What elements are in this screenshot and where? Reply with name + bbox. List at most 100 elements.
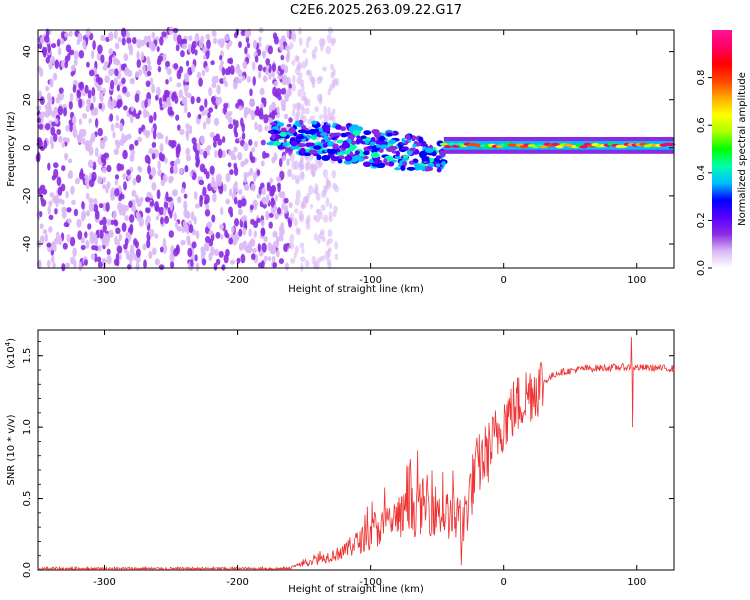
noise-blob: [88, 179, 95, 188]
noise-blob: [298, 210, 304, 221]
noise-blob: [228, 188, 233, 197]
noise-blob: [252, 76, 256, 86]
noise-blob: [236, 257, 241, 264]
noise-blob: [268, 212, 274, 218]
noise-blob: [284, 204, 289, 214]
noise-blob: [203, 168, 208, 175]
noise-blob: [298, 37, 303, 47]
noise-blob: [224, 34, 230, 42]
noise-blob: [123, 181, 127, 191]
noise-blob: [267, 256, 272, 262]
signal-blob: [308, 149, 318, 155]
noise-blob: [326, 258, 332, 266]
noise-blob: [174, 221, 179, 229]
noise-blob: [210, 181, 216, 188]
noise-blob: [169, 166, 175, 174]
noise-blob: [78, 82, 83, 90]
spectrogram-y-tick-label: 40: [22, 45, 33, 58]
noise-blob: [187, 247, 193, 258]
signal-blob: [351, 124, 360, 130]
noise-blob: [53, 162, 59, 169]
noise-blob: [290, 30, 296, 40]
noise-blob: [313, 232, 318, 241]
noise-blob: [191, 63, 196, 73]
noise-blob: [286, 30, 290, 38]
noise-blob: [212, 135, 219, 142]
signal-blob: [436, 167, 442, 173]
spectrogram-y-tick-label: 0: [22, 145, 33, 151]
noise-blob: [151, 141, 157, 149]
signal-blob: [279, 131, 287, 137]
noise-blob: [210, 96, 216, 104]
noise-blob: [115, 122, 120, 129]
noise-blob: [190, 259, 194, 268]
noise-blob: [244, 245, 248, 252]
colorbar-tick-label: 0.6: [696, 117, 707, 133]
signal-blob: [355, 138, 361, 145]
noise-blob: [249, 98, 255, 108]
carrier-mark: [443, 144, 452, 149]
noise-blob: [314, 183, 319, 191]
noise-blob: [39, 96, 45, 106]
noise-blob: [284, 262, 289, 271]
noise-blob: [261, 97, 265, 104]
noise-blob: [151, 152, 156, 160]
signal-blob: [352, 130, 361, 136]
snr-x-tick-label: 0: [501, 577, 507, 588]
noise-blob: [100, 154, 107, 164]
noise-blob: [89, 102, 94, 112]
noise-blob: [105, 233, 109, 243]
noise-blob: [234, 218, 240, 227]
noise-blob: [90, 50, 95, 60]
noise-blob: [37, 259, 42, 270]
noise-blob: [319, 93, 323, 102]
signal-blob: [336, 152, 344, 156]
noise-blob: [113, 148, 119, 156]
noise-blob: [185, 123, 190, 130]
signal-blob: [354, 150, 360, 155]
noise-blob: [124, 237, 129, 246]
noise-blob: [87, 97, 91, 108]
noise-blob: [106, 164, 112, 173]
noise-blob: [204, 209, 211, 217]
noise-blob: [96, 256, 102, 263]
noise-blob: [119, 122, 123, 132]
noise-blob: [85, 240, 90, 249]
noise-blob: [281, 203, 285, 211]
noise-blob: [156, 46, 160, 52]
noise-blob: [332, 68, 336, 76]
noise-blob: [304, 107, 310, 115]
noise-blob: [123, 135, 129, 142]
noise-blob: [77, 32, 83, 43]
noise-blob: [220, 234, 224, 240]
noise-blob: [320, 255, 325, 262]
noise-blob: [260, 260, 265, 269]
noise-blob: [289, 212, 295, 222]
noise-blob: [100, 34, 106, 42]
noise-blob: [297, 89, 303, 98]
noise-blob: [142, 243, 147, 251]
noise-blob: [271, 156, 276, 164]
noise-blob: [249, 204, 254, 211]
noise-blob: [154, 200, 160, 211]
noise-blob: [268, 73, 272, 80]
noise-blob: [44, 109, 50, 118]
noise-blob: [195, 157, 201, 166]
noise-blob: [147, 59, 151, 67]
snr-y-ticks: 0.0 0.5 1.0 1.5: [22, 341, 674, 578]
noise-blob: [157, 65, 162, 73]
noise-blob: [232, 80, 238, 90]
noise-blob: [260, 160, 265, 167]
noise-blob: [228, 237, 233, 245]
noise-blob: [329, 202, 333, 209]
noise-blob: [165, 79, 169, 85]
noise-blob: [159, 36, 164, 46]
noise-blob: [121, 133, 125, 143]
noise-blob: [103, 60, 109, 67]
noise-blob: [196, 142, 201, 151]
noise-blob: [248, 228, 252, 237]
noise-blob: [262, 196, 267, 205]
noise-blob: [264, 152, 270, 158]
noise-blob: [291, 174, 297, 180]
snr-y-tick-label: 0.0: [22, 562, 33, 578]
